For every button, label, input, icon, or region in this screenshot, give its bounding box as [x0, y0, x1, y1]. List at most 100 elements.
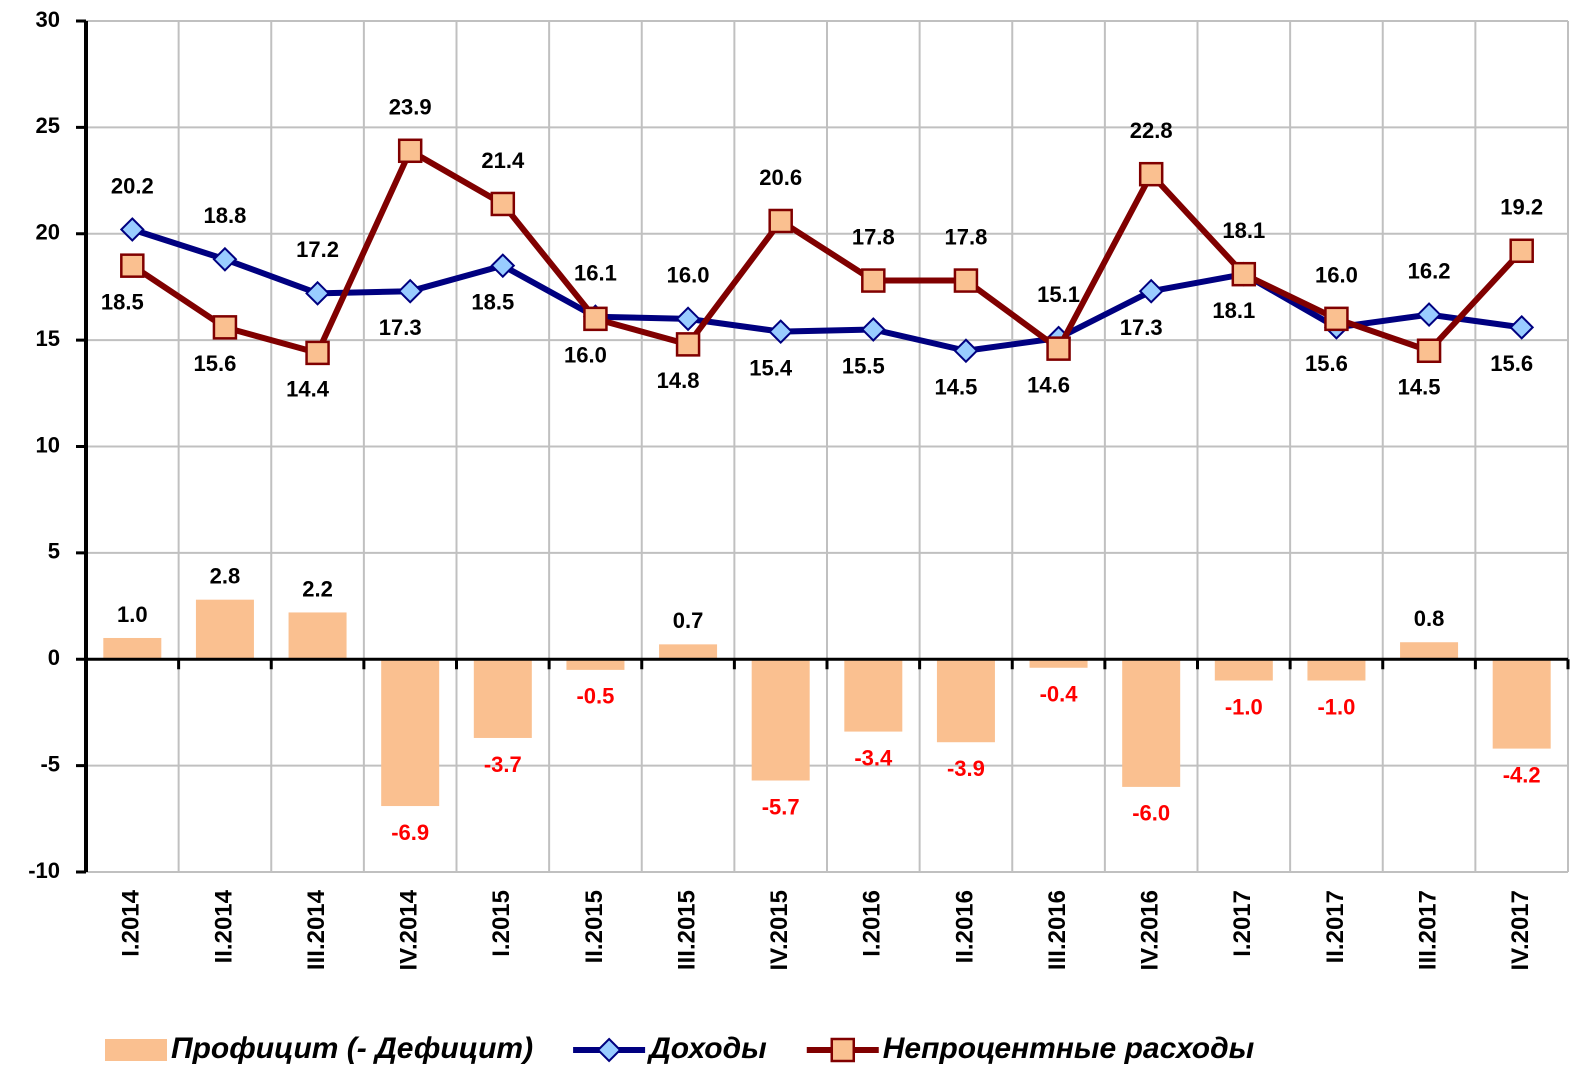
bar [1122, 659, 1181, 787]
line-label: 14.8 [657, 368, 700, 393]
bar-label: -6.9 [391, 820, 429, 845]
y-tick-label: 0 [48, 645, 60, 670]
line-label: 16.0 [1315, 263, 1358, 288]
line-label: 23.9 [389, 95, 432, 120]
legend-marker [830, 1037, 856, 1063]
bar-label: -3.7 [484, 752, 522, 777]
bar [1307, 659, 1366, 681]
line-label: 20.6 [759, 165, 802, 190]
line-label: 19.2 [1500, 195, 1543, 220]
marker-diamond [397, 278, 423, 304]
bar-label: 2.2 [302, 576, 333, 601]
marker-square [1416, 338, 1442, 364]
x-tick-label: III.2014 [303, 889, 330, 970]
line-label: 22.8 [1130, 118, 1173, 143]
bar-label: 1.0 [117, 602, 148, 627]
line-label: 14.5 [1398, 375, 1441, 400]
x-tick-label: IV.2015 [766, 890, 793, 971]
line-label: 18.5 [101, 289, 144, 314]
bar [936, 659, 995, 743]
x-tick-label: I.2016 [859, 890, 886, 957]
marker-diamond [212, 246, 238, 272]
line-label: 18.8 [204, 203, 247, 228]
bar-label: -6.0 [1132, 801, 1170, 826]
bar-label: -5.7 [762, 794, 800, 819]
marker-square [1231, 261, 1257, 287]
bar-label: 0.8 [1414, 606, 1445, 631]
line-label: 16.2 [1408, 258, 1451, 283]
line-label: 17.2 [296, 237, 339, 262]
bar [381, 659, 440, 807]
marker-diamond [953, 338, 979, 364]
bar-label: -1.0 [1317, 694, 1355, 719]
line-label: 17.3 [379, 315, 422, 340]
marker-diamond [1416, 302, 1442, 328]
marker-square [1324, 306, 1349, 332]
bar [1492, 659, 1551, 749]
marker-diamond [675, 306, 701, 332]
marker-diamond [1509, 314, 1535, 340]
line-label: 18.1 [1222, 218, 1265, 243]
bar-label: -0.5 [576, 684, 614, 709]
line-label: 15.1 [1037, 282, 1080, 307]
marker-square [1138, 161, 1164, 187]
legend-marker [596, 1037, 622, 1063]
x-tick-label: IV.2014 [396, 889, 423, 970]
line-label: 15.5 [842, 353, 885, 378]
x-tick-label: I.2015 [488, 890, 515, 957]
line-label: 14.4 [286, 377, 330, 402]
line [131, 226, 1523, 354]
line-label: 15.6 [1490, 351, 1533, 376]
bar [195, 599, 254, 660]
marker-square [490, 191, 516, 217]
line-label: 15.4 [749, 355, 793, 380]
y-tick-label: 5 [48, 539, 60, 564]
bar-label: -3.9 [947, 756, 985, 781]
marker-square [675, 332, 701, 357]
bar [1214, 659, 1273, 681]
y-tick-label: -5 [40, 751, 60, 776]
line-label: 20.2 [111, 173, 154, 198]
x-tick-label: III.2017 [1414, 890, 1441, 970]
x-tick-label: III.2016 [1044, 890, 1071, 970]
bar [103, 637, 162, 660]
legend-swatch [105, 1039, 167, 1061]
marker-diamond [490, 253, 516, 279]
marker-square [583, 306, 608, 332]
marker-square [1509, 238, 1534, 264]
marker-square [212, 315, 238, 340]
y-tick-label: 10 [36, 432, 60, 457]
y-tick-label: 30 [36, 7, 60, 32]
marker-diamond [860, 317, 886, 342]
y-tick-label: -10 [28, 858, 60, 883]
bar-label: -4.2 [1503, 762, 1541, 787]
marker-diamond [768, 319, 794, 345]
line [130, 147, 1524, 356]
line-label: 18.5 [471, 289, 514, 314]
marker-square [1046, 336, 1071, 361]
x-tick-label: II.2017 [1322, 890, 1349, 963]
line-label: 17.8 [852, 224, 895, 249]
line-label: 14.5 [935, 375, 978, 400]
line-label: 17.3 [1120, 315, 1163, 340]
marker-square [953, 268, 979, 293]
line-label: 15.6 [194, 351, 237, 376]
marker-square [397, 138, 423, 164]
marker-diamond [1138, 278, 1164, 304]
bar [844, 659, 903, 732]
legend-label: Непроцентные расходы [883, 1032, 1255, 1065]
x-tick-label: III.2015 [673, 890, 700, 970]
marker-square [120, 253, 145, 278]
x-tick-label: II.2014 [210, 889, 237, 963]
legend-label: Профицит (- Дефицит) [171, 1032, 533, 1065]
y-tick-label: 15 [36, 326, 60, 351]
line-label: 18.1 [1212, 298, 1255, 323]
bar [1400, 642, 1459, 660]
line-label: 16.0 [667, 263, 710, 288]
legend-label: Доходы [646, 1032, 767, 1065]
x-tick-label: II.2016 [951, 890, 978, 963]
line-label: 16.1 [574, 261, 617, 286]
line-label: 15.6 [1305, 351, 1348, 376]
y-tick-label: 20 [36, 220, 60, 245]
marker-square [768, 208, 793, 234]
